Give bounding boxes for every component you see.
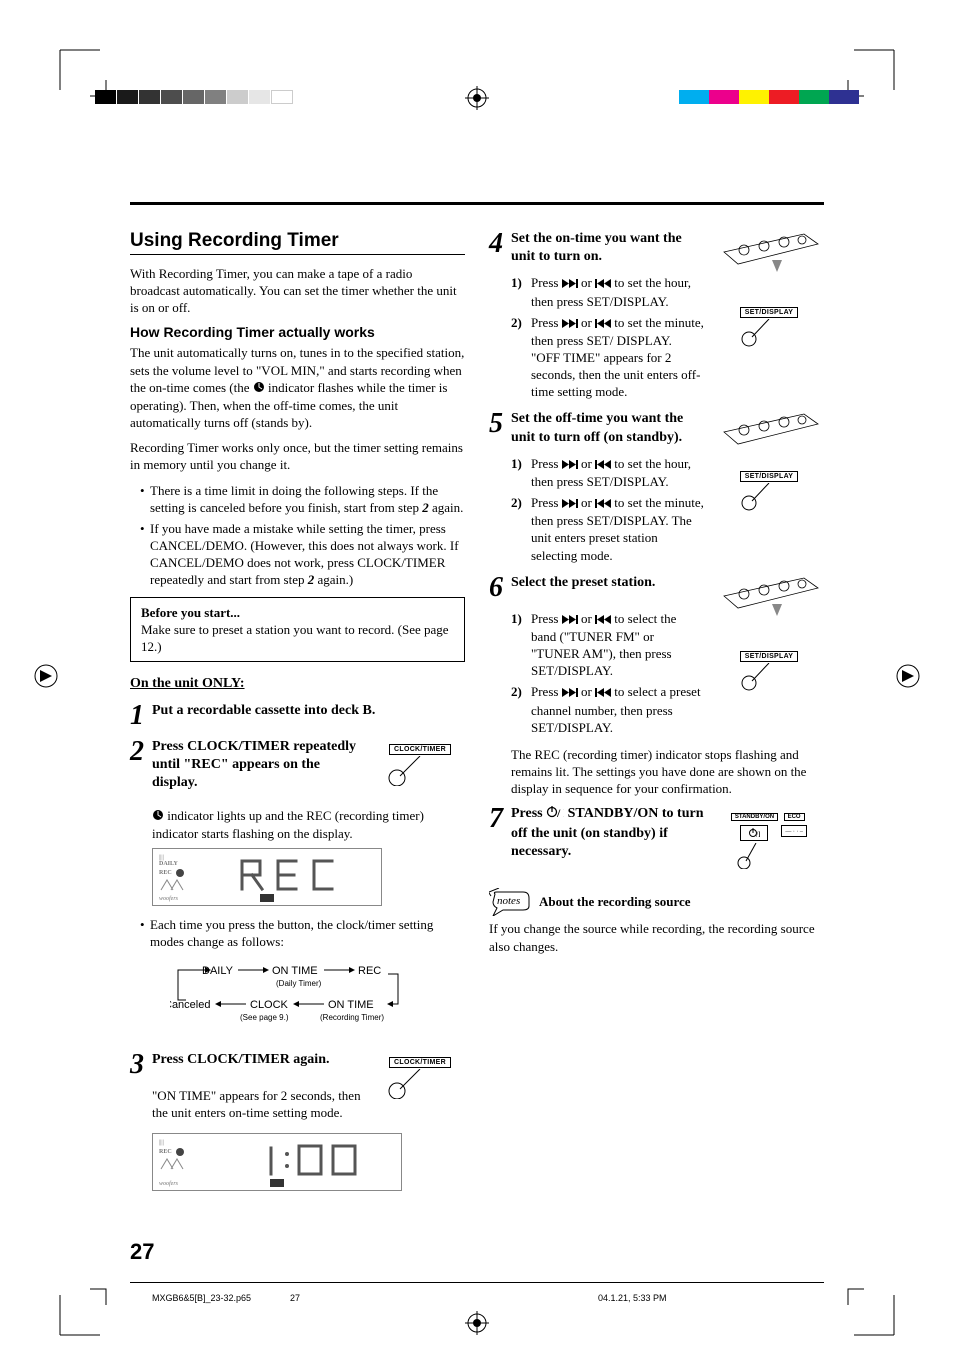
step-4: 4 Set the on-time you want the unit to t… — [489, 230, 704, 266]
svg-text:Canceled: Canceled — [170, 999, 210, 1011]
step-5-sub-2: 2) Press or to set the minute, then pres… — [511, 494, 704, 564]
svg-text:CLOCK: CLOCK — [250, 999, 289, 1011]
step-3: 3 Press CLOCK/TIMER again. — [130, 1051, 365, 1079]
rw-icon — [595, 456, 611, 473]
how-works-heading: How Recording Timer actually works — [130, 324, 465, 340]
crop-mark-br — [844, 1285, 904, 1345]
svg-text:notes: notes — [497, 895, 520, 907]
section-title: Using Recording Timer — [130, 230, 465, 252]
rw-icon — [595, 684, 611, 701]
step-3-after: "ON TIME" appears for 2 seconds, then th… — [152, 1087, 365, 1121]
list-item: Each time you press the button, the cloc… — [140, 916, 465, 950]
rw-icon — [595, 315, 611, 332]
svg-text:(Recording Timer): (Recording Timer) — [320, 1013, 384, 1022]
how-works-body: The unit automatically turns on, tunes i… — [130, 344, 465, 431]
step-6-sub-2: 2) Press or to select a preset channel n… — [511, 683, 704, 735]
each-time-note: Each time you press the button, the cloc… — [130, 916, 465, 950]
timer-indicator-icon — [253, 380, 265, 397]
notes-block: notes About the recording source If you … — [489, 888, 824, 954]
display-panel-rec: |||| DAILY REC — [152, 848, 382, 906]
step-5: 5 Set the off-time you want the unit to … — [489, 410, 704, 446]
rw-icon — [595, 275, 611, 292]
color-bar — [679, 90, 859, 104]
tape-icon — [260, 894, 274, 902]
ff-icon — [562, 275, 578, 292]
step-1: 1 Put a recordable cassette into deck B. — [130, 702, 465, 730]
footer-date: 04.1.21, 5:33 PM — [598, 1293, 667, 1303]
list-item: There is a time limit in doing the follo… — [140, 482, 465, 516]
tape-icon — [270, 1179, 284, 1187]
clocktimer-label: CLOCK/TIMER — [389, 744, 451, 755]
step-7: 7 Press / I STANDBY/ON to turn off the u… — [489, 805, 704, 861]
panel-setdisplay-diagram-2: SET/DISPLAY — [714, 410, 824, 516]
registration-mark-top — [465, 86, 489, 110]
clocktimer-button-diagram-2: CLOCK/TIMER — [375, 1051, 465, 1104]
page-number: 27 — [130, 1239, 154, 1265]
timer-indicator-icon — [152, 808, 164, 825]
notes-title: About the recording source — [539, 894, 691, 910]
header-rule — [130, 202, 824, 205]
rw-icon — [595, 495, 611, 512]
panel-setdisplay-diagram-1: SET/DISPLAY — [714, 230, 824, 352]
svg-text:(Daily Timer): (Daily Timer) — [276, 979, 322, 988]
svg-text:/ I: / I — [556, 806, 564, 818]
side-mark-left — [30, 660, 62, 692]
display-panel-time: |||| REC — [152, 1133, 402, 1191]
panel-setdisplay-diagram-3: SET/DISPLAY — [714, 574, 824, 696]
svg-text:REC: REC — [358, 965, 381, 977]
title-rule — [130, 254, 465, 255]
notes-icon: notes — [489, 888, 533, 916]
svg-text:ON TIME: ON TIME — [272, 965, 318, 977]
footer-rule-1 — [130, 1282, 824, 1283]
clocktimer-button-diagram: CLOCK/TIMER — [375, 738, 465, 791]
step-2: 2 Press CLOCK/TIMER repeatedly until "RE… — [130, 738, 365, 793]
step-5-sub-1: 1) Press or to set the hour, then press … — [511, 455, 704, 490]
footer-file: MXGB6&5[B]_23-32.p65 — [152, 1293, 251, 1303]
how-works-body-3: Recording Timer works only once, but the… — [130, 439, 465, 473]
ff-icon — [562, 456, 578, 473]
before-body: Make sure to preset a station you want t… — [141, 621, 454, 655]
step-4-sub-2: 2) Press or to set the minute, then pres… — [511, 314, 704, 401]
step-2-after: indicator lights up and the REC (recordi… — [152, 807, 465, 842]
registration-mark-bottom — [465, 1311, 489, 1335]
step-6-sub-1: 1) Press or to select the band ("TUNER F… — [511, 610, 704, 680]
notes-list: There is a time limit in doing the follo… — [130, 482, 465, 589]
grayscale-bar — [95, 90, 293, 104]
side-mark-right — [892, 660, 924, 692]
crop-mark-bl — [50, 1285, 110, 1345]
ff-icon — [562, 611, 578, 628]
notes-body: If you change the source while recording… — [489, 920, 824, 954]
svg-text:ON TIME: ON TIME — [328, 999, 374, 1011]
power-icon: / I — [546, 806, 564, 824]
step-6: 6 Select the preset station. — [489, 574, 704, 602]
step-4-sub-1: 1) Press or to set the hour, then press … — [511, 274, 704, 309]
svg-text:/I: /I — [756, 830, 760, 839]
before-title: Before you start... — [141, 604, 454, 621]
svg-text:DAILY: DAILY — [202, 965, 234, 977]
list-item: If you have made a mistake while setting… — [140, 520, 465, 589]
footer-page: 27 — [290, 1293, 300, 1303]
intro-paragraph: With Recording Timer, you can make a tap… — [130, 265, 465, 316]
on-unit-only: On the unit ONLY: — [130, 676, 465, 692]
step-6-extra: The REC (recording timer) indicator stop… — [511, 746, 824, 797]
ff-icon — [562, 684, 578, 701]
before-you-start-box: Before you start... Make sure to preset … — [130, 597, 465, 662]
mode-cycle-diagram: DAILY ON TIME REC (Daily Timer) ON TIME … — [170, 960, 450, 1037]
rw-icon — [595, 611, 611, 628]
standby-button-diagram: STANDBY/ON /I ECO — · · – — [714, 805, 824, 874]
ff-icon — [562, 495, 578, 512]
svg-text:(See page 9.): (See page 9.) — [240, 1013, 289, 1022]
ff-icon — [562, 315, 578, 332]
display-seg-text — [238, 857, 358, 903]
